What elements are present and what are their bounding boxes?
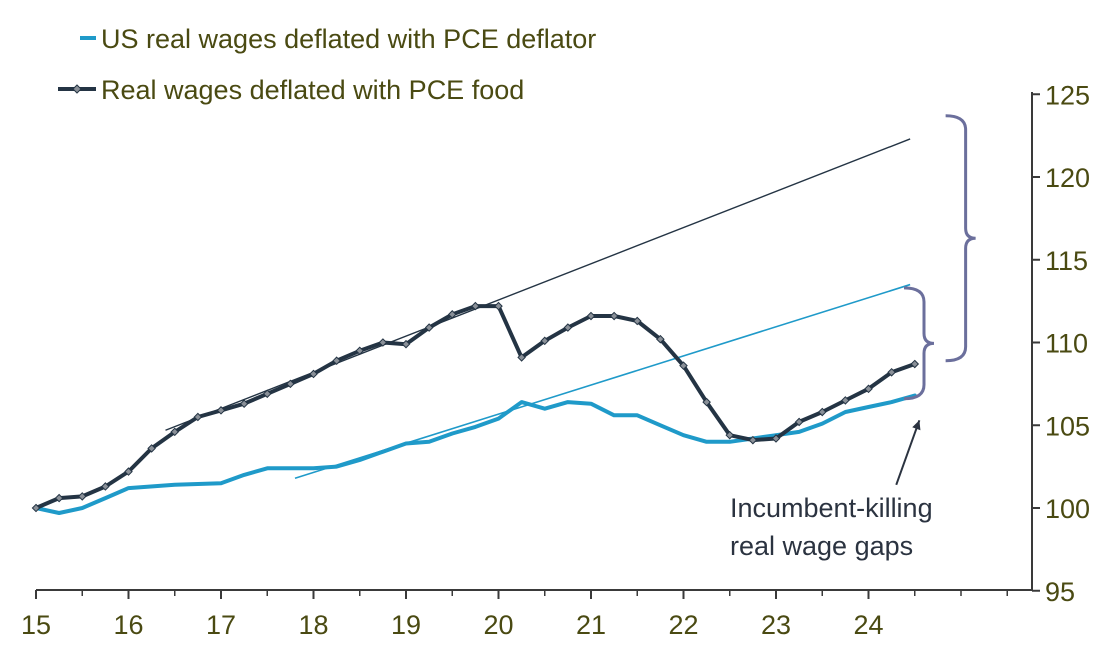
legend-item-pce-deflator: US real wages deflated with PCE deflator <box>80 24 596 54</box>
data-point-pce_food <box>632 316 642 326</box>
data-point-pce_food <box>540 336 550 346</box>
x-tick-label: 15 <box>21 610 51 640</box>
trend-lines <box>165 138 911 479</box>
data-point-pce_food <box>609 311 619 321</box>
legend-label-pce-deflator: US real wages deflated with PCE deflator <box>101 24 596 54</box>
gap-bracket-1 <box>945 114 976 363</box>
annotation-arrow-shaft <box>895 419 921 486</box>
data-point-pce_food <box>563 323 573 332</box>
x-ticks: 15 16 17 18 19 20 21 22 23 24 <box>21 590 1008 640</box>
series <box>34 304 917 515</box>
annotation-arrow-head <box>912 420 921 431</box>
data-point-pce_food <box>101 482 110 491</box>
x-tick-label: 17 <box>206 610 236 640</box>
trend-line-pce_food <box>165 138 911 431</box>
data-point-pce_food <box>424 323 434 332</box>
data-point-pce_food <box>54 493 64 503</box>
data-point-pce_food <box>170 427 180 437</box>
y-tick-label: 110 <box>1045 329 1088 359</box>
annotation: Incumbent-killing real wage gaps <box>730 419 933 561</box>
data-point-pce_food <box>239 399 249 409</box>
data-point-pce_food <box>447 310 457 319</box>
data-point-pce_food <box>794 417 804 427</box>
data-point-pce_food <box>771 434 781 443</box>
data-point-pce_food <box>702 397 711 407</box>
y-ticks: 95 100 105 110 115 120 125 <box>1032 80 1090 607</box>
data-point-pce_food <box>401 339 411 349</box>
x-tick-label: 20 <box>483 610 513 640</box>
data-point-pce_food <box>309 369 318 379</box>
gap-brackets <box>903 114 976 401</box>
data-point-pce_food <box>494 301 503 311</box>
data-point-pce_food <box>841 396 850 405</box>
data-point-pce_food <box>517 353 526 362</box>
x-tick-label: 18 <box>298 610 328 640</box>
y-tick-label: 115 <box>1045 246 1088 276</box>
legend-marker-pce-food <box>72 84 82 94</box>
x-tick-label: 21 <box>576 610 606 640</box>
data-point-pce_food <box>147 444 156 453</box>
y-tick-label: 120 <box>1045 163 1090 193</box>
data-point-pce_food <box>586 311 596 321</box>
gap-bracket-2 <box>903 286 935 401</box>
data-point-pce_food <box>124 467 133 476</box>
annotation-line-1: Incumbent-killing <box>730 493 933 523</box>
data-point-pce_food <box>910 359 920 369</box>
data-point-pce_food <box>286 379 295 389</box>
x-tick-label: 19 <box>391 610 421 640</box>
legend-item-pce-food: Real wages deflated with PCE food <box>58 75 524 105</box>
data-point-pce_food <box>748 435 758 445</box>
x-tick-label: 24 <box>853 610 883 640</box>
y-tick-label: 95 <box>1045 577 1075 607</box>
data-point-pce_food <box>216 406 226 415</box>
legend-label-pce-food: Real wages deflated with PCE food <box>101 75 524 105</box>
y-tick-label: 105 <box>1045 411 1090 441</box>
x-tick-label: 22 <box>668 610 698 640</box>
x-tick-label: 16 <box>113 610 143 640</box>
data-point-pce_food <box>31 503 41 513</box>
y-tick-label: 100 <box>1045 494 1090 524</box>
data-point-pce_food <box>864 384 873 394</box>
data-point-pce_food <box>262 389 272 399</box>
data-point-pce_food <box>887 367 896 377</box>
data-point-pce_food <box>679 361 688 370</box>
legend: US real wages deflated with PCE deflator… <box>58 24 596 105</box>
data-point-pce_food <box>817 407 827 417</box>
data-point-pce_food <box>77 492 87 501</box>
markers <box>31 301 920 513</box>
data-point-pce_food <box>656 334 665 344</box>
annotation-line-2: real wage gaps <box>730 531 913 561</box>
y-tick-label: 125 <box>1045 80 1090 110</box>
data-point-pce_food <box>378 338 388 347</box>
data-point-pce_food <box>332 356 341 366</box>
data-point-pce_food <box>355 346 365 356</box>
data-point-pce_food <box>725 430 735 440</box>
data-point-pce_food <box>193 412 203 422</box>
x-tick-label: 23 <box>761 610 791 640</box>
series-line-pce_food <box>34 304 917 510</box>
data-point-pce_food <box>471 301 480 311</box>
